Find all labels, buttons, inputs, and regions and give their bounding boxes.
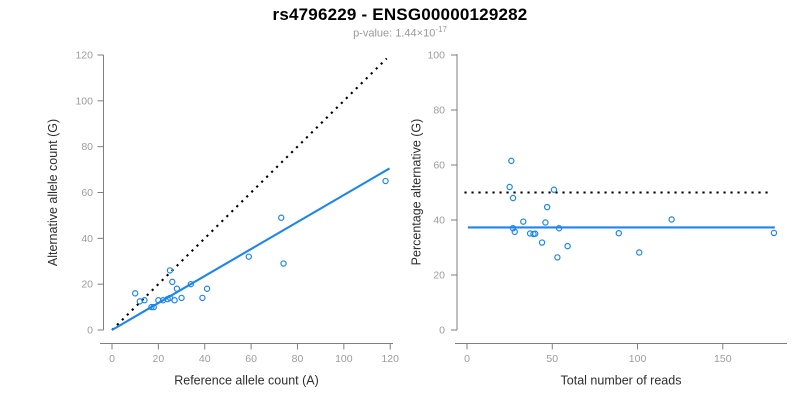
x-tick-label: 100 bbox=[629, 353, 647, 365]
data-point bbox=[280, 260, 287, 267]
y-tick-label: 20 bbox=[433, 270, 445, 282]
data-point bbox=[554, 254, 561, 261]
identity-line bbox=[111, 57, 388, 331]
data-point bbox=[520, 218, 527, 225]
data-point bbox=[150, 303, 157, 311]
x-axis-title: Reference allele count (A) bbox=[174, 374, 319, 388]
y-tick-label: 80 bbox=[433, 105, 445, 117]
data-point bbox=[131, 290, 139, 297]
x-tick-label: 80 bbox=[292, 353, 304, 365]
x-tick-label: 0 bbox=[464, 353, 470, 365]
data-point bbox=[278, 214, 285, 221]
data-point bbox=[506, 183, 513, 191]
x-tick-label: 150 bbox=[714, 353, 732, 365]
pvalue-prefix: p-value: 1.44 bbox=[353, 27, 417, 40]
x-tick-label: 20 bbox=[153, 353, 165, 365]
data-point bbox=[173, 285, 181, 292]
data-point bbox=[532, 230, 539, 237]
data-point bbox=[166, 267, 174, 274]
data-point bbox=[543, 203, 551, 211]
data-point bbox=[171, 297, 178, 304]
x-tick-label: 120 bbox=[381, 353, 399, 365]
x-tick-label: 100 bbox=[335, 353, 353, 365]
data-point bbox=[615, 229, 622, 237]
y-tick-label: 40 bbox=[433, 215, 445, 227]
y-tick-label: 80 bbox=[81, 141, 93, 153]
data-point bbox=[550, 186, 558, 193]
figure-subtitle: p-value: 1.44×10-17 bbox=[0, 25, 800, 40]
data-point bbox=[187, 280, 195, 288]
y-tick-label: 20 bbox=[81, 279, 93, 291]
data-point bbox=[564, 242, 571, 250]
y-tick-label: 60 bbox=[81, 187, 93, 199]
data-point bbox=[555, 225, 563, 232]
x-tick-label: 60 bbox=[245, 353, 257, 365]
data-point bbox=[148, 303, 155, 311]
y-axis-title: Alternative allele count (G) bbox=[46, 119, 60, 266]
x-tick-label: 50 bbox=[546, 353, 558, 365]
data-point bbox=[245, 253, 252, 260]
x-tick-label: 0 bbox=[109, 353, 115, 365]
y-tick-label: 120 bbox=[75, 50, 93, 62]
y-tick-label: 100 bbox=[75, 95, 93, 107]
y-tick-label: 0 bbox=[439, 325, 445, 337]
data-point bbox=[203, 285, 211, 292]
data-point bbox=[538, 239, 546, 246]
data-point bbox=[511, 228, 518, 236]
data-point bbox=[770, 229, 778, 237]
y-tick-label: 60 bbox=[433, 160, 445, 172]
data-point bbox=[178, 294, 185, 302]
y-axis-title: Percentage alternative (G) bbox=[410, 119, 424, 266]
data-point bbox=[199, 294, 206, 302]
data-point bbox=[508, 157, 515, 165]
data-point bbox=[509, 194, 517, 202]
data-point bbox=[509, 225, 517, 232]
chart-allele-counts: 0 20 40 60 80 100 120 0 20 40 60 80 100 120 Reference … bbox=[46, 50, 399, 388]
figure-title: rs4796229 - ENSG00000129282 bbox=[272, 5, 528, 24]
data-point bbox=[636, 249, 643, 256]
data-point bbox=[668, 216, 675, 223]
data-point bbox=[169, 278, 176, 286]
x-axis-title: Total number of reads bbox=[561, 374, 682, 388]
x-tick-label: 40 bbox=[199, 353, 211, 365]
y-tick-label: 40 bbox=[81, 233, 93, 245]
chart-percentage-alternative: 0 50 100 150 0 20 40 60 80 100 Total number of rea… bbox=[410, 50, 787, 388]
pvalue-times-sign: × bbox=[416, 27, 424, 40]
y-tick-label: 0 bbox=[87, 325, 93, 337]
pvalue-exponent: -17 bbox=[435, 25, 447, 34]
data-point bbox=[141, 297, 148, 304]
pvalue-base: 10 bbox=[423, 27, 436, 40]
data-point bbox=[542, 219, 549, 226]
data-point bbox=[382, 177, 389, 185]
y-tick-label: 100 bbox=[427, 50, 445, 62]
